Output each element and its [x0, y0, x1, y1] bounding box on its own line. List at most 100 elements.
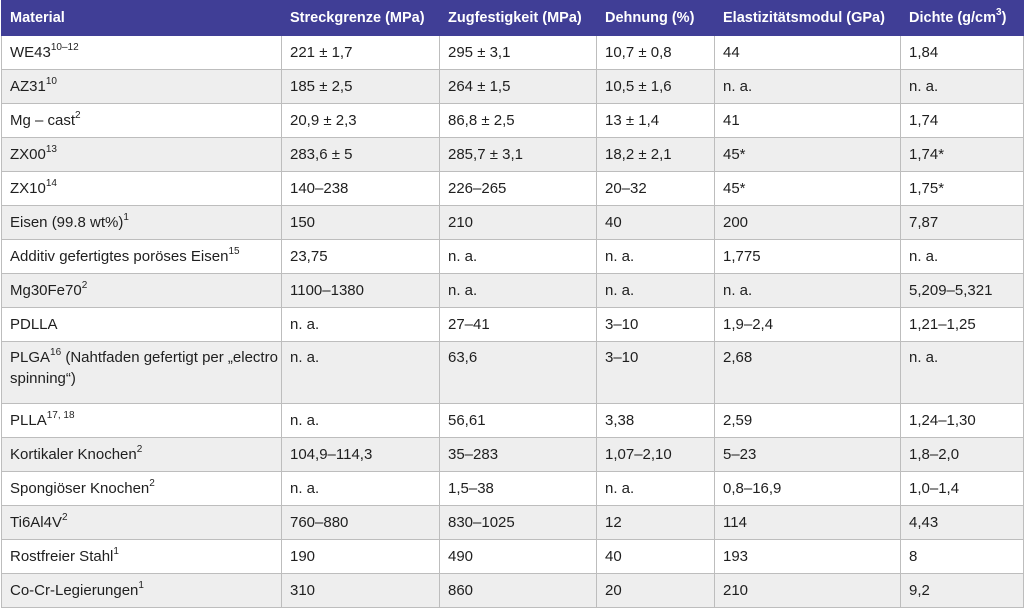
table-row: Ti6Al4V2 760–880 830–1025 12 114 4,43	[1, 505, 1024, 540]
cell-tensile-strength: 27–41	[439, 307, 597, 342]
table-row: Eisen (99.8 wt%)1 150 210 40 200 7,87	[1, 205, 1024, 240]
reference-superscript: 14	[45, 178, 57, 189]
cell-density: 1,8–2,0	[900, 437, 1024, 472]
cell-elongation: 10,5 ± 1,6	[596, 69, 715, 104]
cell-tensile-strength: 490	[439, 539, 597, 574]
cell-elastic-modulus: 1,9–2,4	[714, 307, 901, 342]
cell-material: ZX0013	[1, 137, 282, 172]
cell-elastic-modulus: 0,8–16,9	[714, 471, 901, 506]
cell-elongation: 40	[596, 205, 715, 240]
cell-density: n. a.	[900, 69, 1024, 104]
reference-superscript: 2	[81, 280, 88, 291]
table-row: Co-Cr-Legierungen1 310 860 20 210 9,2	[1, 573, 1024, 608]
cell-material: PDLLA	[1, 307, 282, 342]
cell-material: Co-Cr-Legierungen1	[1, 573, 282, 608]
header-density: Dichte (g/cm3)	[900, 0, 1024, 36]
cell-material: Spongiöser Knochen2	[1, 471, 282, 506]
cell-yield-strength: 140–238	[281, 171, 440, 206]
cell-density: 1,0–1,4	[900, 471, 1024, 506]
cell-density: 1,24–1,30	[900, 403, 1024, 438]
cell-elastic-modulus: n. a.	[714, 69, 901, 104]
cell-elastic-modulus: 5–23	[714, 437, 901, 472]
reference-superscript: 2	[136, 444, 143, 455]
header-elastic-modulus: Elastizitätsmodul (GPa)	[714, 0, 901, 36]
cell-material: WE4310–12	[1, 35, 282, 70]
table-row: Rostfreier Stahl1 190 490 40 193 8	[1, 539, 1024, 574]
cell-tensile-strength: 1,5–38	[439, 471, 597, 506]
cell-elastic-modulus: 210	[714, 573, 901, 608]
cell-elongation: n. a.	[596, 273, 715, 308]
cell-yield-strength: 104,9–114,3	[281, 437, 440, 472]
cell-tensile-strength: 56,61	[439, 403, 597, 438]
cell-material: Eisen (99.8 wt%)1	[1, 205, 282, 240]
cell-density: 1,74*	[900, 137, 1024, 172]
table-row: Kortikaler Knochen2 104,9–114,3 35–283 1,07…	[1, 437, 1024, 472]
cell-tensile-strength: 226–265	[439, 171, 597, 206]
table-row: ZX0013 283,6 ± 5 285,7 ± 3,1 18,2 ± 2,1 45* 1…	[1, 137, 1024, 172]
table-row: Mg30Fe702 1100–1380 n. a. n. a. n. a. 5,209–5…	[1, 273, 1024, 308]
table-row: Mg – cast2 20,9 ± 2,3 86,8 ± 2,5 13 ± 1,4 41…	[1, 103, 1024, 138]
cell-tensile-strength: 86,8 ± 2,5	[439, 103, 597, 138]
reference-superscript: 1	[123, 212, 129, 223]
reference-superscript: 2	[61, 512, 68, 523]
table-row: WE4310–12 221 ± 1,7 295 ± 3,1 10,7 ± 0,8 44 1…	[1, 35, 1024, 70]
cell-yield-strength: 185 ± 2,5	[281, 69, 440, 104]
cell-elongation: 40	[596, 539, 715, 574]
cell-density: 1,21–1,25	[900, 307, 1024, 342]
reference-superscript: 15	[228, 246, 240, 257]
header-tensile-strength: Zugfestigkeit (MPa)	[439, 0, 597, 36]
cell-density: 1,74	[900, 103, 1024, 138]
cell-tensile-strength: 35–283	[439, 437, 597, 472]
cell-density: 8	[900, 539, 1024, 574]
cell-material: AZ3110	[1, 69, 282, 104]
reference-superscript: 1	[138, 580, 144, 591]
cell-yield-strength: 1100–1380	[281, 273, 440, 308]
cell-elastic-modulus: 41	[714, 103, 901, 138]
cell-elongation: 1,07–2,10	[596, 437, 715, 472]
cell-yield-strength: n. a.	[281, 307, 440, 342]
cell-yield-strength: n. a.	[281, 341, 440, 404]
cell-material: Additiv gefertigtes poröses Eisen15	[1, 239, 282, 274]
cell-tensile-strength: n. a.	[439, 239, 597, 274]
reference-superscript: 2	[149, 478, 155, 489]
cell-density: n. a.	[900, 239, 1024, 274]
cell-density: 7,87	[900, 205, 1024, 240]
reference-superscript: 16	[50, 347, 62, 358]
cell-yield-strength: n. a.	[281, 471, 440, 506]
cell-yield-strength: n. a.	[281, 403, 440, 438]
cell-elongation: n. a.	[596, 471, 715, 506]
cell-tensile-strength: n. a.	[439, 273, 597, 308]
cell-elastic-modulus: n. a.	[714, 273, 901, 308]
cell-tensile-strength: 285,7 ± 3,1	[439, 137, 597, 172]
cell-tensile-strength: 63,6	[439, 341, 597, 404]
cell-elastic-modulus: 114	[714, 505, 901, 540]
reference-superscript: 10	[45, 76, 57, 87]
cell-elongation: 13 ± 1,4	[596, 103, 715, 138]
cell-tensile-strength: 830–1025	[439, 505, 597, 540]
cell-yield-strength: 760–880	[281, 505, 440, 540]
cell-density: n. a.	[900, 341, 1024, 404]
cell-elongation: 20–32	[596, 171, 715, 206]
cell-material: Mg – cast2	[1, 103, 282, 138]
table-row: Spongiöser Knochen2 n. a. 1,5–38 n. a. 0,8–1…	[1, 471, 1024, 506]
cell-material: PLGA16 (Nahtfaden gefertigt per „electro…	[1, 341, 282, 404]
cell-elongation: 10,7 ± 0,8	[596, 35, 715, 70]
cell-elastic-modulus: 2,59	[714, 403, 901, 438]
cell-yield-strength: 150	[281, 205, 440, 240]
cell-yield-strength: 190	[281, 539, 440, 574]
reference-superscript: 13	[45, 144, 57, 155]
table-row: AZ3110 185 ± 2,5 264 ± 1,5 10,5 ± 1,6 n. a. n…	[1, 69, 1024, 104]
cell-yield-strength: 23,75	[281, 239, 440, 274]
cell-elastic-modulus: 2,68	[714, 341, 901, 404]
cell-density: 4,43	[900, 505, 1024, 540]
cell-material: PLLA17, 18	[1, 403, 282, 438]
header-row: Material Streckgrenze (MPa) Zugfestigkei…	[1, 0, 1024, 36]
cell-elastic-modulus: 193	[714, 539, 901, 574]
table-row: ZX1014 140–238 226–265 20–32 45* 1,75*	[1, 171, 1024, 206]
cell-tensile-strength: 295 ± 3,1	[439, 35, 597, 70]
reference-superscript: 17, 18	[46, 410, 75, 421]
cell-density: 1,75*	[900, 171, 1024, 206]
reference-superscript: 1	[113, 546, 119, 557]
cell-material: Mg30Fe702	[1, 273, 282, 308]
cell-material: Kortikaler Knochen2	[1, 437, 282, 472]
